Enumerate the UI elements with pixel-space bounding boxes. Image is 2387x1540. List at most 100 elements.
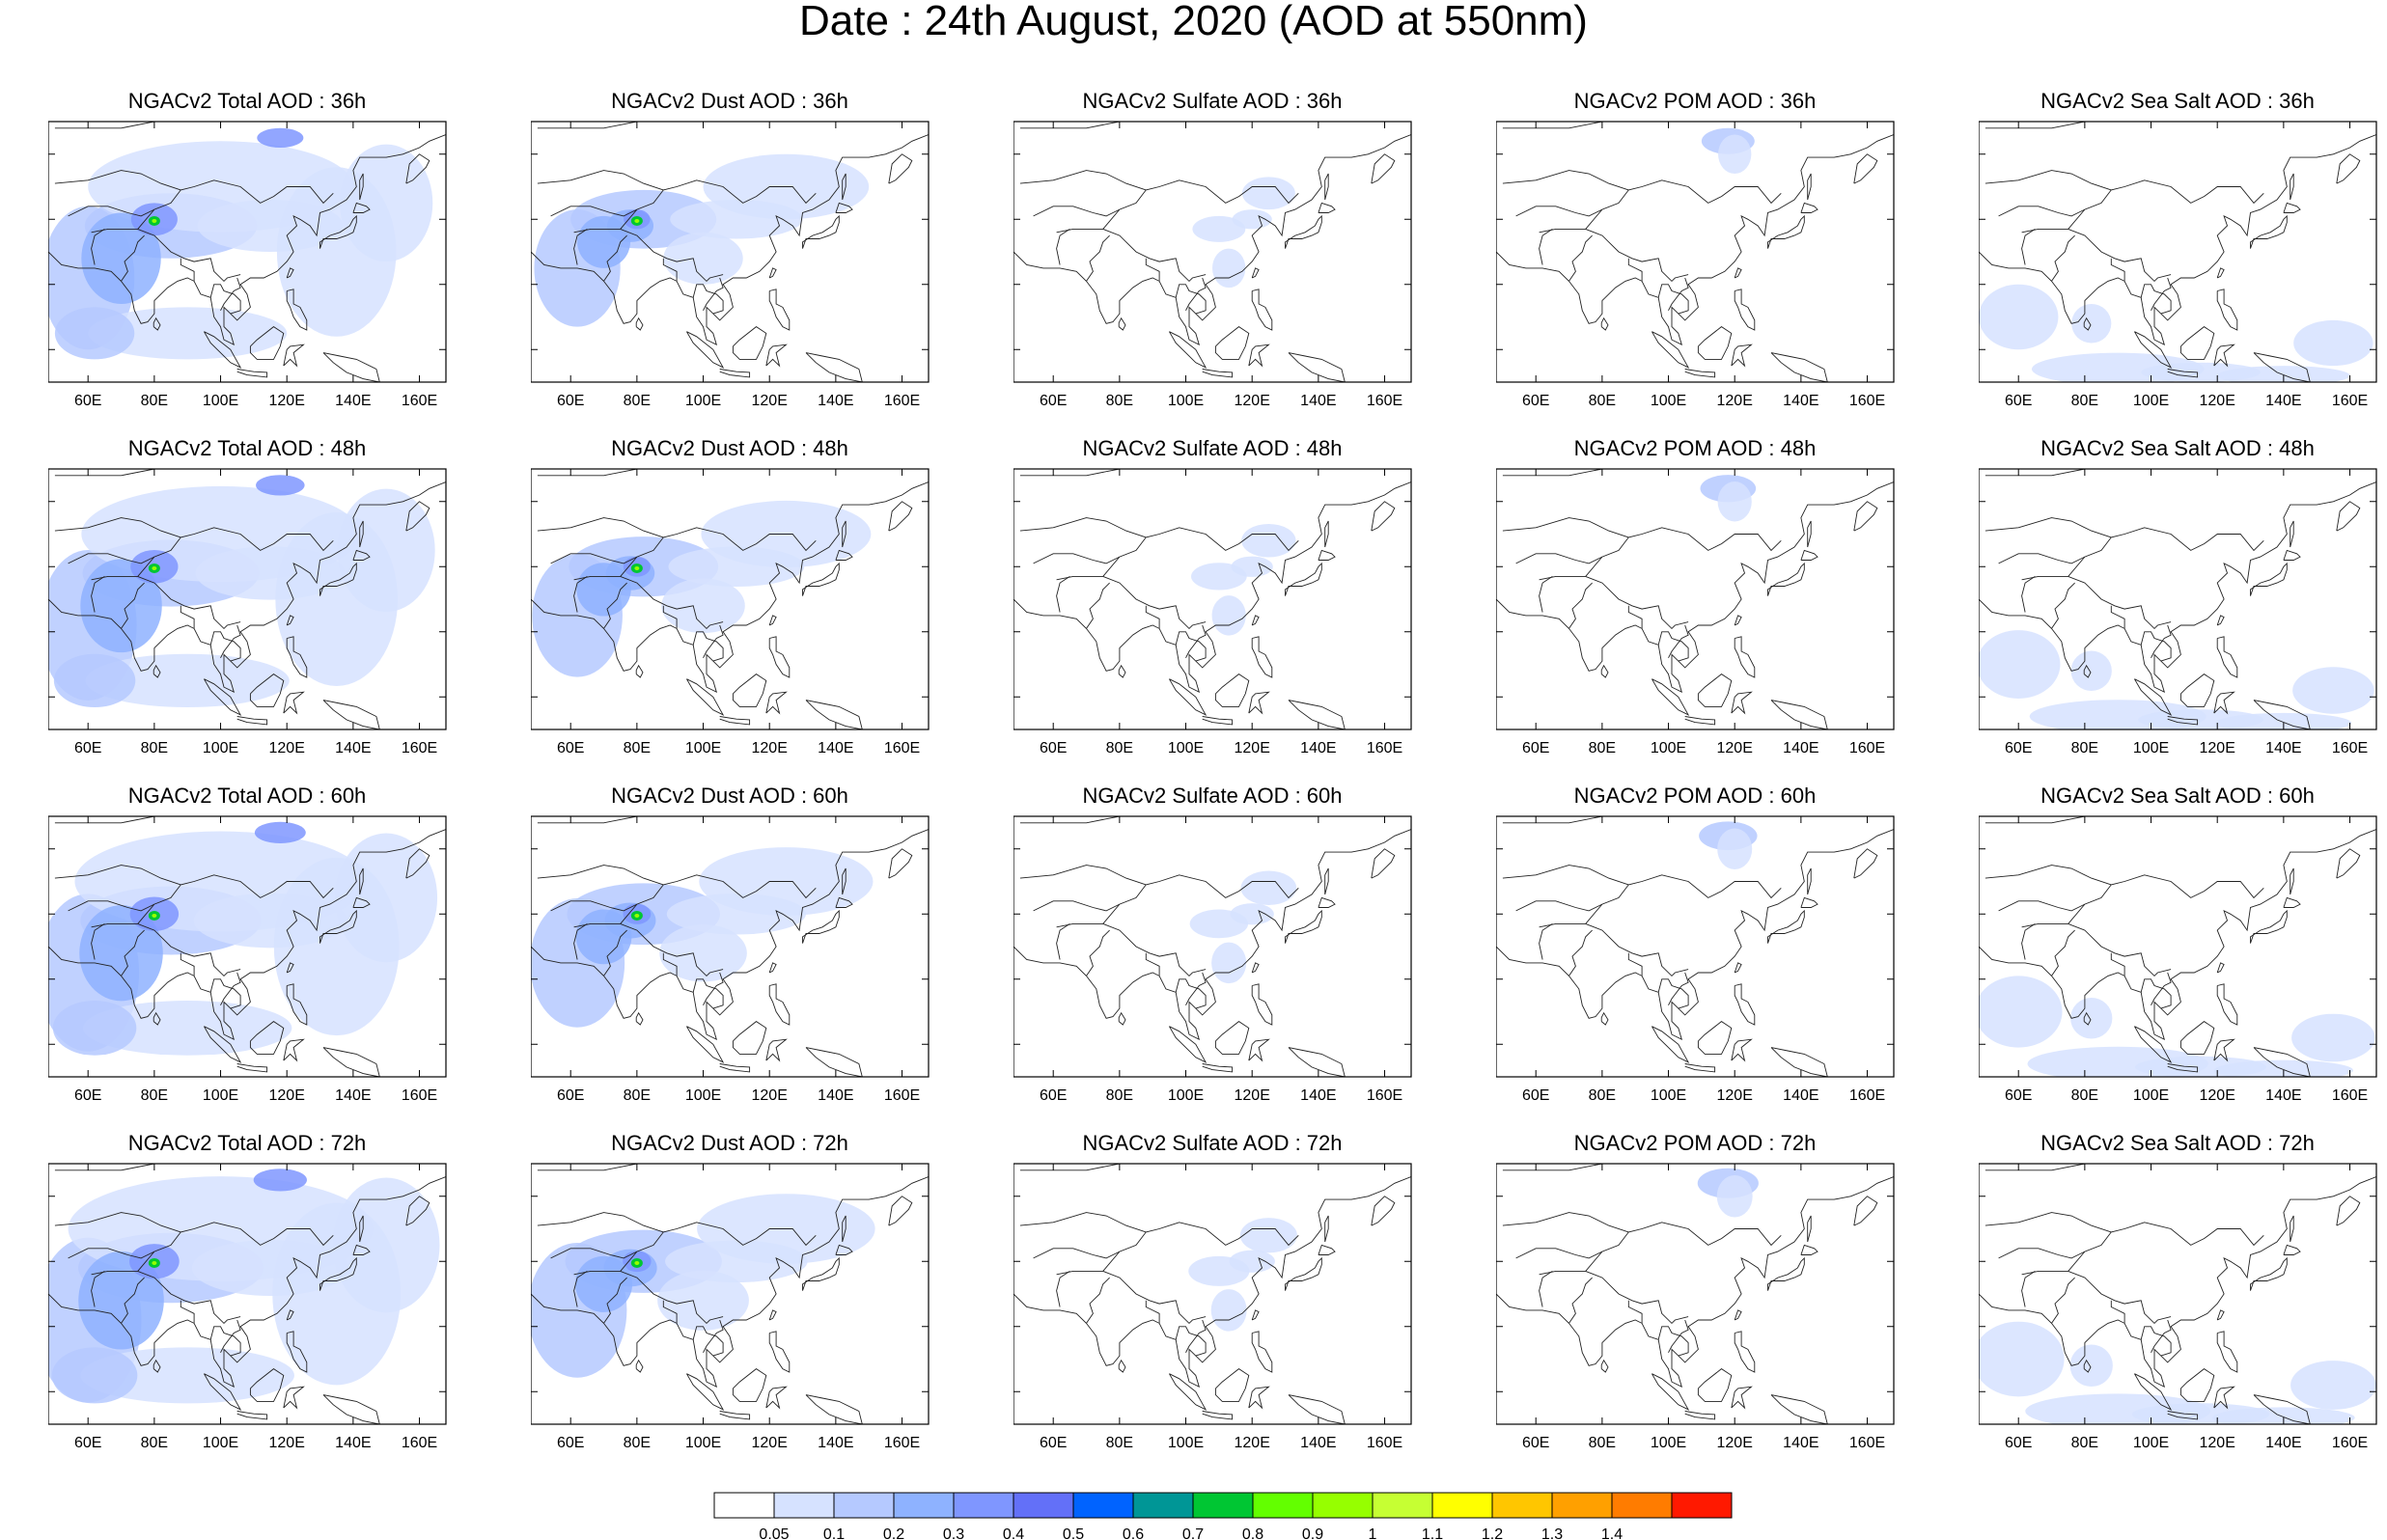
- coastline: [2336, 848, 2361, 879]
- x-tick-label: 60E: [1522, 740, 1549, 756]
- coastline: [2083, 1011, 2092, 1026]
- coastline: [635, 664, 644, 678]
- coastline: [1324, 520, 1329, 548]
- aod-region: [2070, 997, 2113, 1039]
- coastline: [1019, 816, 1411, 824]
- plot-frame: [531, 468, 930, 730]
- map-panel-total-72h: NGACv2 Total AOD : 72h 60E 80E 100E 120E 140E…: [48, 1131, 531, 1478]
- aod-region: [2141, 362, 2261, 382]
- coastline: [1169, 1373, 1207, 1411]
- coastline: [765, 691, 788, 715]
- coastline: [1800, 549, 1818, 561]
- panel-title: NGACv2 POM AOD : 72h: [1573, 1131, 1817, 1155]
- coastline: [768, 1331, 791, 1373]
- coastline: [1251, 636, 1273, 678]
- coastline: [1800, 896, 1818, 908]
- coastline: [550, 553, 638, 564]
- coastline: [286, 636, 308, 678]
- panel-title: NGACv2 Total AOD : 60h: [127, 784, 367, 808]
- x-tick-label: 140E: [335, 740, 371, 756]
- map-plot: 60E80E100E120E140E160E020N40N60N: [1013, 815, 1412, 1104]
- coastline: [2253, 1047, 2311, 1077]
- coastline: [2283, 896, 2301, 908]
- coastline: [2290, 867, 2294, 895]
- aod-region: [1717, 828, 1753, 870]
- panel-title: NGACv2 POM AOD : 60h: [1573, 784, 1817, 808]
- plot-frame: [1013, 815, 1412, 1078]
- coastlines: [1979, 1164, 2376, 1424]
- coastline: [286, 267, 294, 279]
- coastline: [180, 952, 195, 976]
- coastline: [286, 289, 308, 331]
- coastline: [1056, 576, 1070, 613]
- coastline: [573, 229, 588, 265]
- aod-region: [80, 1347, 294, 1404]
- coastline: [54, 517, 181, 538]
- coastlines: [1013, 122, 1411, 382]
- coastline: [2250, 562, 2288, 596]
- coastline: [1371, 1196, 1396, 1226]
- x-tick-label: 60E: [74, 740, 101, 756]
- x-tick-label: 60E: [74, 1435, 101, 1451]
- coastline: [405, 1196, 430, 1226]
- map-plot: 60E80E100E120E140E160E020N40N60N: [531, 468, 930, 756]
- x-tick-label: 100E: [685, 1087, 721, 1104]
- coastline: [703, 624, 724, 659]
- x-tick-label: 60E: [2005, 1087, 2032, 1104]
- coastline: [842, 520, 847, 548]
- coastline: [2250, 909, 2288, 944]
- x-tick-label: 100E: [685, 1435, 721, 1451]
- coastline: [137, 179, 334, 230]
- coastline: [1731, 1386, 1753, 1410]
- x-tick-label: 100E: [2133, 1435, 2169, 1451]
- coastline: [1731, 1038, 1753, 1062]
- coastline: [1515, 206, 1603, 217]
- aod-region: [1210, 1289, 1247, 1332]
- coastline: [1807, 520, 1812, 548]
- map-panel-seasalt-36h: NGACv2 Sea Salt AOD : 36h 60E 80E 100E 120E 1…: [1979, 89, 2387, 436]
- map-panel-seasalt-60h: NGACv2 Sea Salt AOD : 60h 60E 80E 100E 120E 1…: [1979, 784, 2387, 1131]
- aod-field: [1979, 1164, 2376, 1424]
- coastline: [703, 277, 724, 312]
- coastline: [1734, 289, 1756, 331]
- coastline: [1697, 326, 1733, 360]
- coastline: [2021, 228, 2172, 283]
- coastline: [1627, 1300, 1643, 1324]
- coastline: [2216, 983, 2238, 1026]
- x-tick-label: 60E: [1040, 740, 1067, 756]
- plot-frame: [48, 815, 447, 1078]
- map-plot: 60E80E100E120E140E160E020N40N60N: [1979, 468, 2377, 756]
- coastline: [1496, 1176, 1894, 1389]
- coastline: [1657, 1326, 1689, 1357]
- coastline: [1734, 1331, 1756, 1373]
- aod-field: [1013, 122, 1411, 382]
- coastline: [1118, 664, 1126, 678]
- coastline: [1318, 1244, 1336, 1255]
- coastline: [1019, 517, 1147, 538]
- coastline: [620, 874, 817, 924]
- coastlines: [1979, 816, 2376, 1077]
- coastline: [48, 481, 446, 694]
- map-panel-sulfate-72h: NGACv2 Sulfate AOD : 72h 60E 80E 100E 120E 14…: [1013, 1131, 1496, 1478]
- aod-field: [48, 816, 446, 1077]
- coastline: [1019, 1212, 1147, 1233]
- coastlines: [531, 469, 929, 729]
- x-tick-label: 120E: [1235, 393, 1270, 409]
- coastline: [1734, 636, 1756, 678]
- coastline: [1086, 582, 1110, 629]
- coastline: [732, 326, 767, 360]
- coastline: [359, 173, 364, 201]
- coastline: [603, 1277, 627, 1324]
- x-tick-label: 140E: [818, 393, 853, 409]
- coastline: [2213, 1038, 2235, 1062]
- map-plot: 60E80E100E120E140E160E020N40N60N: [1979, 1163, 2377, 1451]
- coastline: [662, 952, 678, 976]
- coastline: [1175, 978, 1207, 1009]
- coastline: [405, 153, 430, 184]
- coastline: [1568, 234, 1593, 282]
- coastlines: [531, 1164, 929, 1424]
- coastline: [662, 605, 678, 629]
- aod-region: [1718, 134, 1752, 174]
- coastline: [1185, 972, 1207, 1006]
- aod-field: [1979, 122, 2376, 382]
